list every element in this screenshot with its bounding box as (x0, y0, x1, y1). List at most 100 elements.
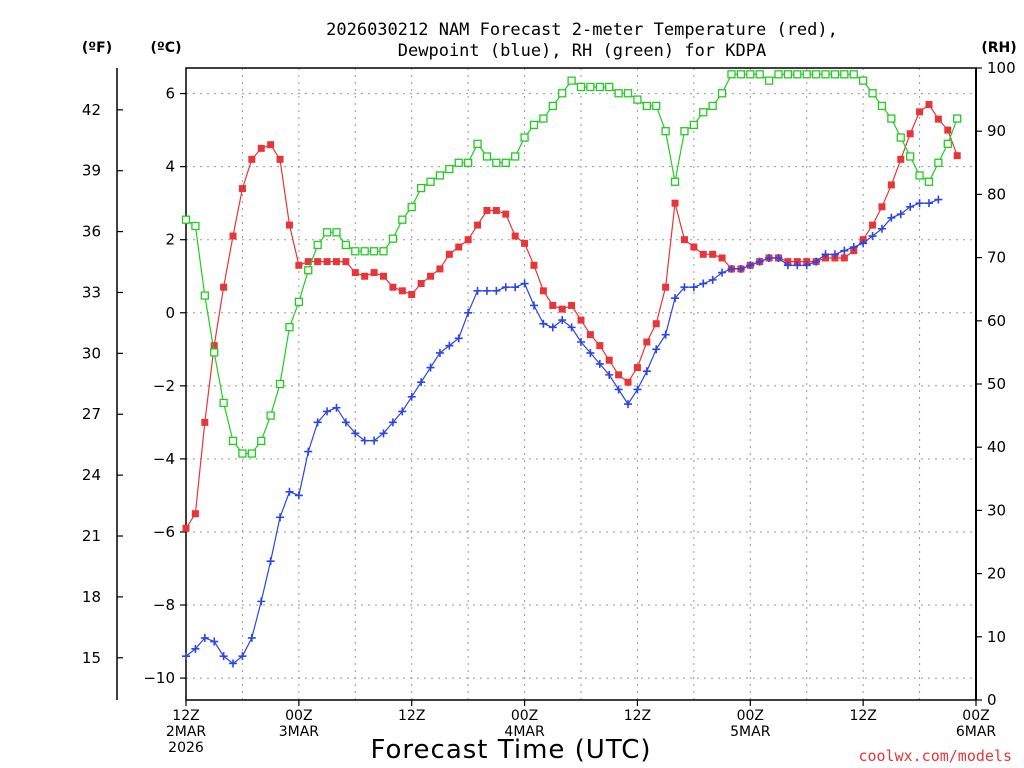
temperature-point (643, 338, 651, 346)
rh-point (934, 158, 943, 167)
rh-point (576, 82, 586, 92)
rh-point (896, 133, 905, 142)
celsius-tick-label: −2 (153, 377, 175, 395)
temperature-point (285, 221, 293, 229)
rh-tick-label: 70 (987, 249, 1006, 267)
dewpoint-point (511, 283, 520, 292)
dewpoint-point (783, 261, 792, 270)
dewpoint-point (567, 323, 576, 332)
rh-point (351, 247, 360, 256)
rh-point (492, 158, 501, 167)
dewpoint-point (633, 385, 642, 394)
x-tick-label: 12Z (849, 708, 876, 724)
rh-point (906, 152, 915, 161)
dewpoint-point (924, 199, 933, 208)
dewpoint-point (671, 294, 680, 303)
dewpoint-point (247, 633, 256, 642)
dewpoint-point (577, 337, 585, 346)
dewpoint-point (285, 487, 294, 496)
rh-tick-label: 0 (987, 691, 997, 709)
celsius-tick-label: −6 (153, 523, 175, 541)
rh-point (717, 89, 727, 98)
x-tick-label: 4MAR (504, 724, 545, 740)
temperature-point (220, 283, 228, 291)
celsius-tick-label: 2 (165, 231, 175, 249)
series-layer (181, 70, 962, 668)
dewpoint-point (313, 418, 322, 427)
rh-point (736, 70, 746, 79)
rh-point (473, 139, 482, 148)
temperature-point (718, 254, 726, 262)
dewpoint-point (276, 513, 285, 522)
fahrenheit-tick-label: 24 (82, 466, 101, 484)
dewpoint-point (906, 202, 915, 211)
dewpoint-point (830, 250, 839, 259)
rh-tick-label: 20 (987, 565, 1006, 583)
fahrenheit-tick-label: 33 (82, 283, 101, 301)
rh-point (689, 120, 699, 130)
rh-point (558, 89, 567, 98)
chart-title-line1: 2026030212 NAM Forecast 2-meter Temperat… (326, 20, 838, 40)
dewpoint-point (802, 261, 811, 270)
rh-point (830, 70, 840, 79)
grid-lines (186, 68, 976, 700)
temperature-point (492, 206, 500, 214)
dewpoint-point (548, 323, 557, 332)
temperature-point (944, 126, 952, 134)
dewpoint-point (219, 652, 228, 661)
rh-point (699, 108, 708, 117)
x-axis-label: Forecast Time (UTC) (370, 735, 651, 765)
temperature-point (502, 210, 510, 218)
rh-point (548, 101, 557, 111)
dewpoint-point (642, 367, 651, 376)
rh-tick-label: 100 (987, 59, 1016, 77)
temperature-point (483, 206, 491, 214)
temperature-point (878, 203, 886, 211)
rh-point (445, 164, 454, 174)
rh-point (868, 89, 877, 98)
rh-point (191, 221, 200, 231)
rh-point (764, 76, 774, 85)
dewpoint-point (680, 283, 689, 292)
rh-point (238, 449, 247, 458)
temperature-point (869, 221, 877, 229)
temperature-point (436, 265, 444, 273)
rh-point (482, 152, 492, 161)
temperature-point (398, 287, 406, 295)
dewpoint-point (708, 275, 717, 284)
temperature-point (276, 155, 284, 163)
rh-point (746, 70, 755, 79)
temperature-point (417, 280, 425, 288)
temperature-point (361, 272, 369, 280)
dewpoint-point (191, 644, 200, 653)
x-tick-label: 12Z (624, 708, 651, 724)
dewpoint-point (473, 286, 482, 295)
rh-point (849, 70, 858, 79)
temperature-point (906, 130, 914, 138)
dewpoint-point (624, 400, 633, 409)
dewpoint-point (464, 308, 473, 317)
temperature-point (568, 301, 576, 309)
temperature-point (201, 418, 209, 426)
fahrenheit-tick-label: 39 (82, 162, 101, 180)
dewpoint-point (435, 348, 444, 357)
dewpoint-point (529, 301, 538, 310)
temperature-point (680, 236, 688, 244)
rh-point (511, 152, 520, 161)
temperature-point (257, 144, 265, 152)
dewpoint-point (746, 261, 755, 270)
rh-point (416, 183, 426, 193)
dewpoint-point (736, 264, 745, 273)
celsius-tick-label: −10 (143, 669, 175, 687)
dewpoint-point (793, 261, 802, 270)
rh-point (407, 202, 416, 212)
temperature-point (304, 258, 312, 266)
dewpoint-point (229, 659, 238, 668)
fahrenheit-tick-label: 18 (82, 588, 101, 606)
chart-title-line2: Dewpoint (blue), RH (green) for KDPA (398, 41, 766, 61)
rh-tick-label: 30 (987, 501, 1006, 519)
rh-point (821, 70, 830, 79)
celsius-tick-label: 6 (165, 85, 175, 103)
rh-point (858, 76, 868, 85)
rh-point (586, 82, 595, 92)
